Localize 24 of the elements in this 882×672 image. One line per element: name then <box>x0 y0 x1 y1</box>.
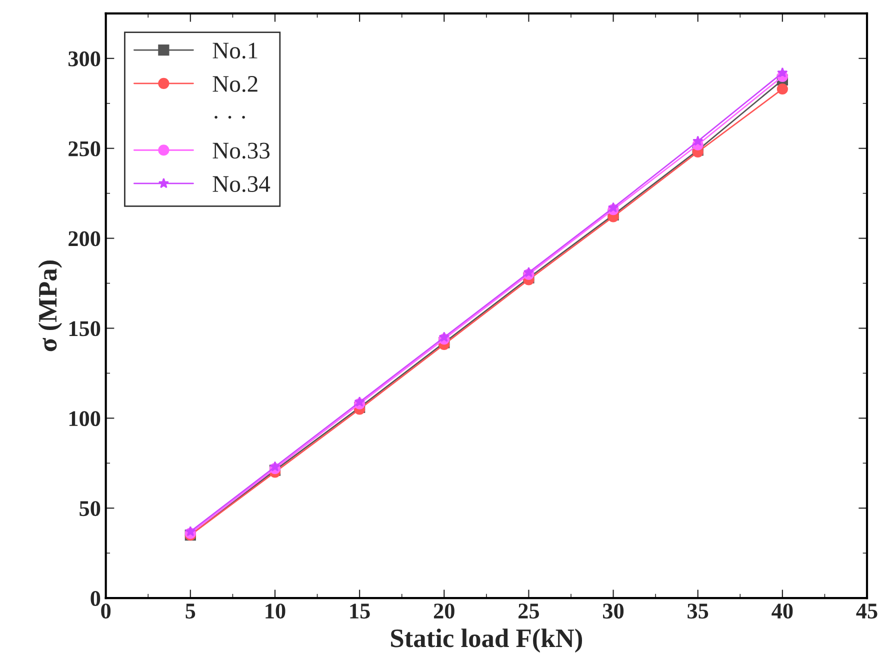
annotation: · · · <box>214 116 245 119</box>
x-tick-label: 40 <box>772 604 793 619</box>
y-tick-label: 200 <box>68 231 100 246</box>
y-tick-label: 50 <box>80 501 100 516</box>
y-tick-label: 300 <box>68 51 100 66</box>
x-tick-label: 25 <box>518 604 540 619</box>
y-axis-title: σ (MPa) <box>38 260 62 352</box>
x-axis-title: Static load F(kN) <box>391 628 582 653</box>
legend-label: No.2 <box>212 76 258 92</box>
x-tick-label: 5 <box>186 604 196 619</box>
x-tick-label: 15 <box>350 604 370 619</box>
x-tick-label: 45 <box>856 604 878 619</box>
legend-label: No.1 <box>212 42 258 59</box>
legend-label: No.34 <box>212 176 270 192</box>
y-tick-label: 0 <box>90 591 100 606</box>
x-tick-label: 20 <box>434 604 454 619</box>
y-tick-label: 100 <box>69 411 100 426</box>
x-tick-label: 10 <box>266 604 286 619</box>
legend-label: No.33 <box>212 142 270 159</box>
y-tick-label: 150 <box>69 321 100 336</box>
x-tick-label: 35 <box>688 604 708 619</box>
y-tick-label: 250 <box>68 141 100 156</box>
x-tick-label: 0 <box>101 604 111 619</box>
x-tick-label: 30 <box>603 604 624 619</box>
